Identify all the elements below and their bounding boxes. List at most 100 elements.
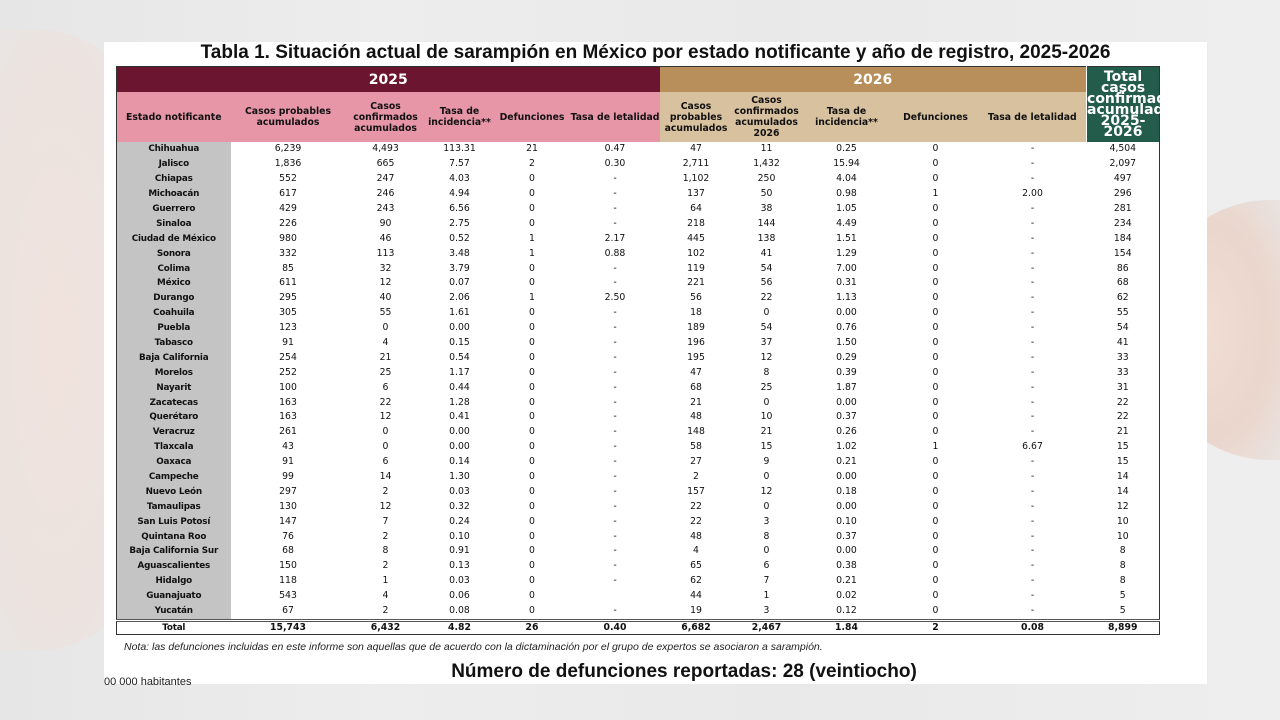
- table-cell: 1.84: [800, 618, 893, 634]
- table-cell: 0.02: [836, 590, 857, 602]
- table-cell: -: [1030, 337, 1035, 349]
- document-page: Tabla 1. Situación actual de sarampión e…: [104, 42, 1207, 688]
- table-cell: 0.40: [570, 618, 660, 634]
- table-cell: -: [613, 471, 617, 483]
- table-cell: 90: [379, 217, 392, 229]
- table-cell: 1,102: [682, 173, 710, 185]
- total-confirmed-header: Total casos confirmados acumulados 2025-…: [1086, 66, 1184, 142]
- table-cell: 0.03: [449, 485, 470, 497]
- table-cell: 2,711: [682, 158, 710, 170]
- table-cell: 1,836: [274, 158, 302, 170]
- table-cell: 0.26: [836, 426, 857, 438]
- table-cell: 0: [763, 471, 770, 483]
- table-row: San Luis Potosí 147 7 0.24 0 - 22 3 0.10 0 - 10: [116, 514, 1160, 530]
- table-cell: 65: [690, 560, 702, 572]
- table-row: Tlaxcala 43 0 0.00 0 - 58 15 1.02 1 6.67 15: [116, 439, 1160, 455]
- table-cell: 5: [1119, 605, 1126, 617]
- year-2026-header: 2026: [659, 66, 1087, 92]
- table-cell: 0: [932, 292, 939, 304]
- table-cell: 0: [932, 605, 939, 617]
- table-cell: 18: [690, 307, 702, 319]
- table-cell: 0.08: [449, 605, 470, 617]
- table-cell: 0: [932, 143, 939, 155]
- table-cell: 0.15: [449, 337, 470, 349]
- table-cell: 305: [279, 307, 297, 319]
- table-cell: 543: [279, 590, 297, 602]
- table-cell: 246: [376, 188, 395, 200]
- table-row: Tamaulipas 130 12 0.32 0 - 22 0 0.00 0 - 12: [116, 499, 1160, 515]
- table-cell: 189: [687, 322, 705, 334]
- table-cell: 54: [1116, 322, 1129, 334]
- table-cell: 254: [279, 351, 297, 363]
- table-cell: 0.29: [836, 351, 857, 363]
- col-header-probable-2026: Casos probables acumulados: [659, 92, 733, 142]
- table-cell: 0: [932, 366, 939, 378]
- table-cell: -: [613, 173, 617, 185]
- table-cell: 2.17: [604, 232, 626, 244]
- table-row: Oaxaca 91 6 0.14 0 - 27 9 0.21 0 - 15: [116, 454, 1160, 470]
- table-cell: -: [613, 351, 617, 363]
- table-cell: 2: [693, 471, 699, 483]
- table-cell: 2,097: [1109, 158, 1137, 170]
- table-cell: 102: [687, 247, 705, 259]
- table-cell: -: [613, 441, 617, 453]
- table-cell: 4.03: [449, 173, 470, 185]
- table-cell: 247: [376, 173, 395, 185]
- table-cell: 9: [763, 456, 770, 468]
- table-cell: -: [1030, 426, 1035, 438]
- table-cell: 0.21: [836, 575, 857, 587]
- table-cell: 552: [279, 173, 297, 185]
- table-cell: 2.50: [604, 292, 626, 304]
- table-cell: 0.25: [836, 143, 857, 155]
- table-cell: 2.75: [449, 217, 470, 229]
- table-cell: -: [1030, 456, 1035, 468]
- table-cell: 0: [932, 217, 939, 229]
- table-cell: 1,432: [753, 158, 780, 170]
- table-cell: 15: [760, 441, 773, 453]
- state-name: Colima: [116, 261, 231, 277]
- table-cell: 91: [282, 337, 294, 349]
- table-cell: 21: [379, 351, 392, 363]
- table-cell: 22: [379, 396, 392, 408]
- col-header-confirmed-2025: Casos confirmados acumulados: [345, 92, 426, 142]
- table-cell: -: [613, 530, 617, 542]
- table-cell: 33: [1116, 366, 1129, 378]
- table-cell: 4.82: [425, 618, 494, 634]
- table-cell: 0: [529, 307, 535, 319]
- table-cell: -: [1030, 203, 1035, 214]
- table-cell: 6.67: [1022, 441, 1043, 453]
- table-cell: 54: [760, 262, 773, 274]
- table-cell: 41: [760, 247, 773, 259]
- table-cell: 4,504: [1109, 143, 1137, 155]
- table-cell: 85: [282, 262, 294, 274]
- table-row: Chiapas 552 247 4.03 0 - 1,102 250 4.04 0 - 497: [116, 171, 1160, 187]
- table-cell: 154: [1113, 247, 1132, 259]
- table-cell: 14: [1116, 485, 1129, 497]
- table-cell: 47: [690, 366, 702, 378]
- table-row: Durango 295 40 2.06 1 2.50 56 22 1.13 0 - 62: [116, 290, 1160, 306]
- table-cell: -: [613, 411, 617, 423]
- table-cell: -: [1030, 217, 1035, 229]
- table-cell: 27: [690, 456, 702, 468]
- table-cell: 196: [687, 337, 705, 349]
- table-cell: 0: [763, 307, 770, 319]
- table-cell: 0.00: [449, 426, 470, 438]
- table-cell: 261: [279, 426, 297, 438]
- table-cell: 58: [690, 441, 702, 453]
- state-name: Jalisco: [116, 156, 231, 172]
- table-cell: 0.10: [449, 530, 470, 542]
- table-cell: 11: [760, 143, 773, 155]
- table-row: Guerrero 429 243 6.56 0 - 64 38 1.05 0 - 281: [116, 201, 1160, 217]
- table-cell: 8: [1119, 560, 1126, 572]
- table-cell: 7.57: [449, 158, 470, 170]
- table-cell: 0: [932, 158, 939, 170]
- table-row: Coahuila 305 55 1.61 0 - 18 0 0.00 0 - 55: [116, 305, 1160, 321]
- table-row: Zacatecas 163 22 1.28 0 - 21 0 0.00 0 - 22: [116, 395, 1160, 411]
- table-cell: 144: [757, 217, 776, 229]
- table-row: Ciudad de México 980 46 0.52 1 2.17 445 138 1.51…: [116, 231, 1160, 247]
- table-cell: 62: [690, 575, 702, 587]
- table-cell: 0: [763, 396, 770, 408]
- table-cell: 22: [1116, 411, 1129, 423]
- table-cell: 12: [379, 277, 392, 289]
- table-cell: 0: [932, 337, 939, 349]
